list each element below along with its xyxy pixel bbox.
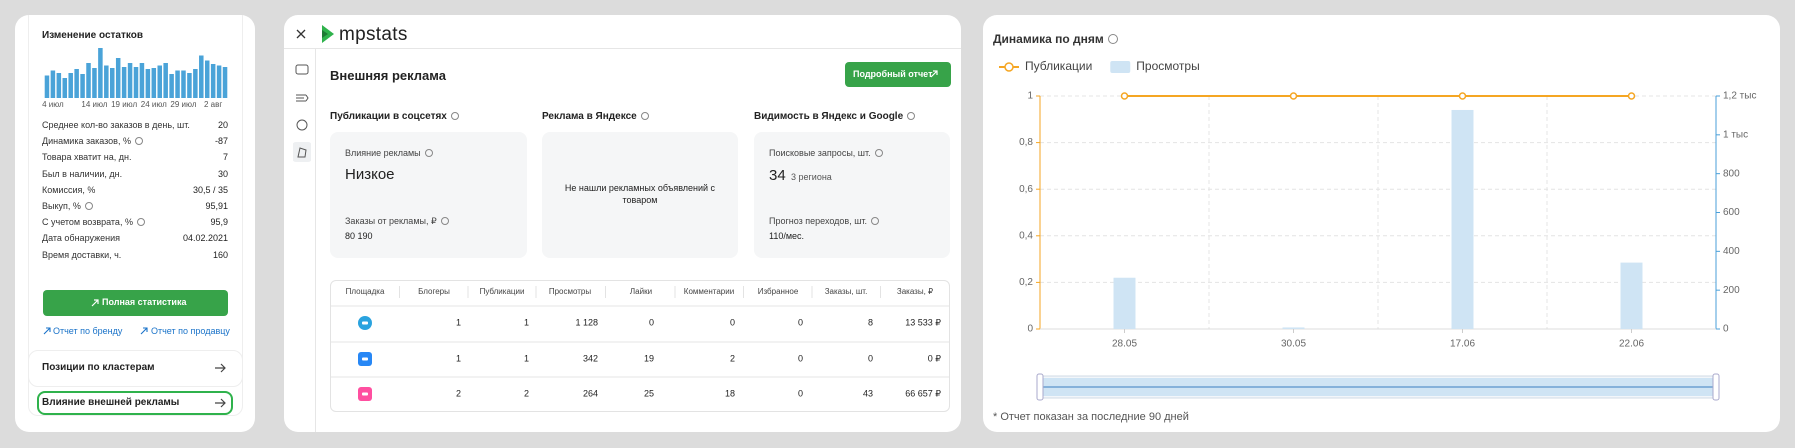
chart-panel xyxy=(983,15,1780,432)
stat-value: 95,9 xyxy=(210,217,228,228)
sidebar-icons[interactable] xyxy=(293,62,311,162)
full-stats-button[interactable] xyxy=(43,290,228,316)
text: Комиссия, % xyxy=(42,184,96,195)
info-icon[interactable] xyxy=(640,112,649,120)
arrow-icon xyxy=(91,299,99,307)
chart-title: Динамика по дням xyxy=(993,33,1118,45)
stat-label: Среднее кол-во заказов в день, шт. xyxy=(42,121,190,130)
stat-value: 20 xyxy=(217,120,228,130)
metric-value: Низкое xyxy=(345,166,395,183)
info-icon[interactable] xyxy=(134,137,143,146)
info-icon[interactable] xyxy=(136,218,145,227)
divider xyxy=(284,48,961,49)
button-label[interactable]: Подробный отчет xyxy=(853,69,933,79)
arrow-icon xyxy=(43,327,51,335)
text: Среднее кол-во заказов в день, шт. xyxy=(42,120,190,130)
card xyxy=(542,132,738,258)
text: С учетом возврата, % xyxy=(42,217,133,228)
metric-label: Влияние рекламы xyxy=(345,149,433,158)
ad-section[interactable] xyxy=(37,391,233,415)
info-icon[interactable] xyxy=(1107,34,1118,44)
info-icon[interactable] xyxy=(440,217,449,225)
arrow-icon xyxy=(930,70,938,78)
info-icon[interactable] xyxy=(907,112,916,120)
text: Время доставки, ч. xyxy=(42,249,122,260)
card xyxy=(754,132,950,258)
panel-title: Внешняя реклама xyxy=(330,68,446,83)
text: Дата обнаружения xyxy=(42,233,120,244)
section-title[interactable]: Позиции по кластерам xyxy=(42,362,155,373)
info-icon[interactable] xyxy=(450,112,459,120)
stat-label: Время доставки, ч. xyxy=(42,249,122,260)
footnote: * Отчет показан за последние 90 дней xyxy=(993,411,1189,423)
stat-label: С учетом возврата, % xyxy=(42,218,145,227)
stat-label: Дата обнаружения xyxy=(42,234,120,243)
brand-link[interactable]: Отчет по бренду xyxy=(53,326,123,336)
close-button[interactable] xyxy=(296,29,306,39)
metric-label: Прогноз переходов, шт. xyxy=(769,216,880,226)
metric-value: 110/мес. xyxy=(769,231,805,241)
stat-value: 30,5 / 35 xyxy=(192,184,228,195)
stock-card xyxy=(28,15,243,416)
text: Динамика по дням xyxy=(993,32,1104,46)
stat-label: Выкуп, % xyxy=(42,202,93,211)
text: Заказы от рекламы, ₽ xyxy=(345,216,437,226)
stat-value: 7 xyxy=(222,152,228,163)
cluster-section[interactable] xyxy=(28,350,243,387)
divider xyxy=(315,48,316,432)
section-title[interactable]: Влияние внешней рекламы xyxy=(42,397,180,408)
info-icon[interactable] xyxy=(874,149,883,157)
text: Был в наличии, дн. xyxy=(42,168,123,179)
card-heading: Публикации в соцсетях xyxy=(330,112,459,122)
text: Публикации в соцсетях xyxy=(330,111,447,122)
stock-title: Изменение остатков xyxy=(42,30,144,41)
card-heading: Реклама в Яндексе xyxy=(542,112,649,122)
empty-message: Не нашли рекламных объявлений с товаром xyxy=(564,183,716,206)
text: Видимость в Яндекс и Google xyxy=(754,111,904,122)
stat-value: 04.02.2021 xyxy=(182,233,228,244)
stat-label: Товара хватит на, дн. xyxy=(42,153,131,162)
stat-value: 95,91 xyxy=(205,201,228,211)
stat-label: Комиссия, % xyxy=(42,184,96,195)
seller-link[interactable]: Отчет по продавцу xyxy=(151,326,230,336)
logo: mpstats xyxy=(339,24,408,45)
logo-icon xyxy=(322,25,334,43)
metric-label: Заказы от рекламы, ₽ xyxy=(345,217,449,226)
metric-value: 34 xyxy=(769,167,786,184)
text: Поисковые запросы, шт. xyxy=(769,148,871,158)
text: Прогноз переходов, шт. xyxy=(769,216,868,226)
arrow-icon xyxy=(215,363,226,373)
arrow-icon xyxy=(215,398,226,408)
info-icon[interactable] xyxy=(424,149,433,157)
stat-label: Был в наличии, дн. xyxy=(42,168,123,179)
text: Реклама в Яндексе xyxy=(542,111,637,122)
info-icon[interactable] xyxy=(871,217,880,225)
metric-value: 80 190 xyxy=(345,231,373,241)
info-icon[interactable] xyxy=(84,202,93,210)
card-heading: Видимость в Яндекс и Google xyxy=(754,111,916,122)
arrow-icon xyxy=(140,327,148,335)
table xyxy=(330,280,950,412)
metric-note: 3 региона xyxy=(791,172,832,182)
text: Влияние рекламы xyxy=(345,148,421,158)
text: Выкуп, % xyxy=(42,201,81,211)
metric-label: Поисковые запросы, шт. xyxy=(769,149,883,158)
text: Товара хватит на, дн. xyxy=(42,152,132,163)
stat-label: Динамика заказов, % xyxy=(42,137,143,146)
text: Динамика заказов, % xyxy=(42,136,131,147)
button-label[interactable]: Полная статистика xyxy=(102,297,187,307)
stat-value: 160 xyxy=(212,249,228,260)
stat-value: 30 xyxy=(217,168,228,179)
stat-value: -87 xyxy=(214,136,228,147)
